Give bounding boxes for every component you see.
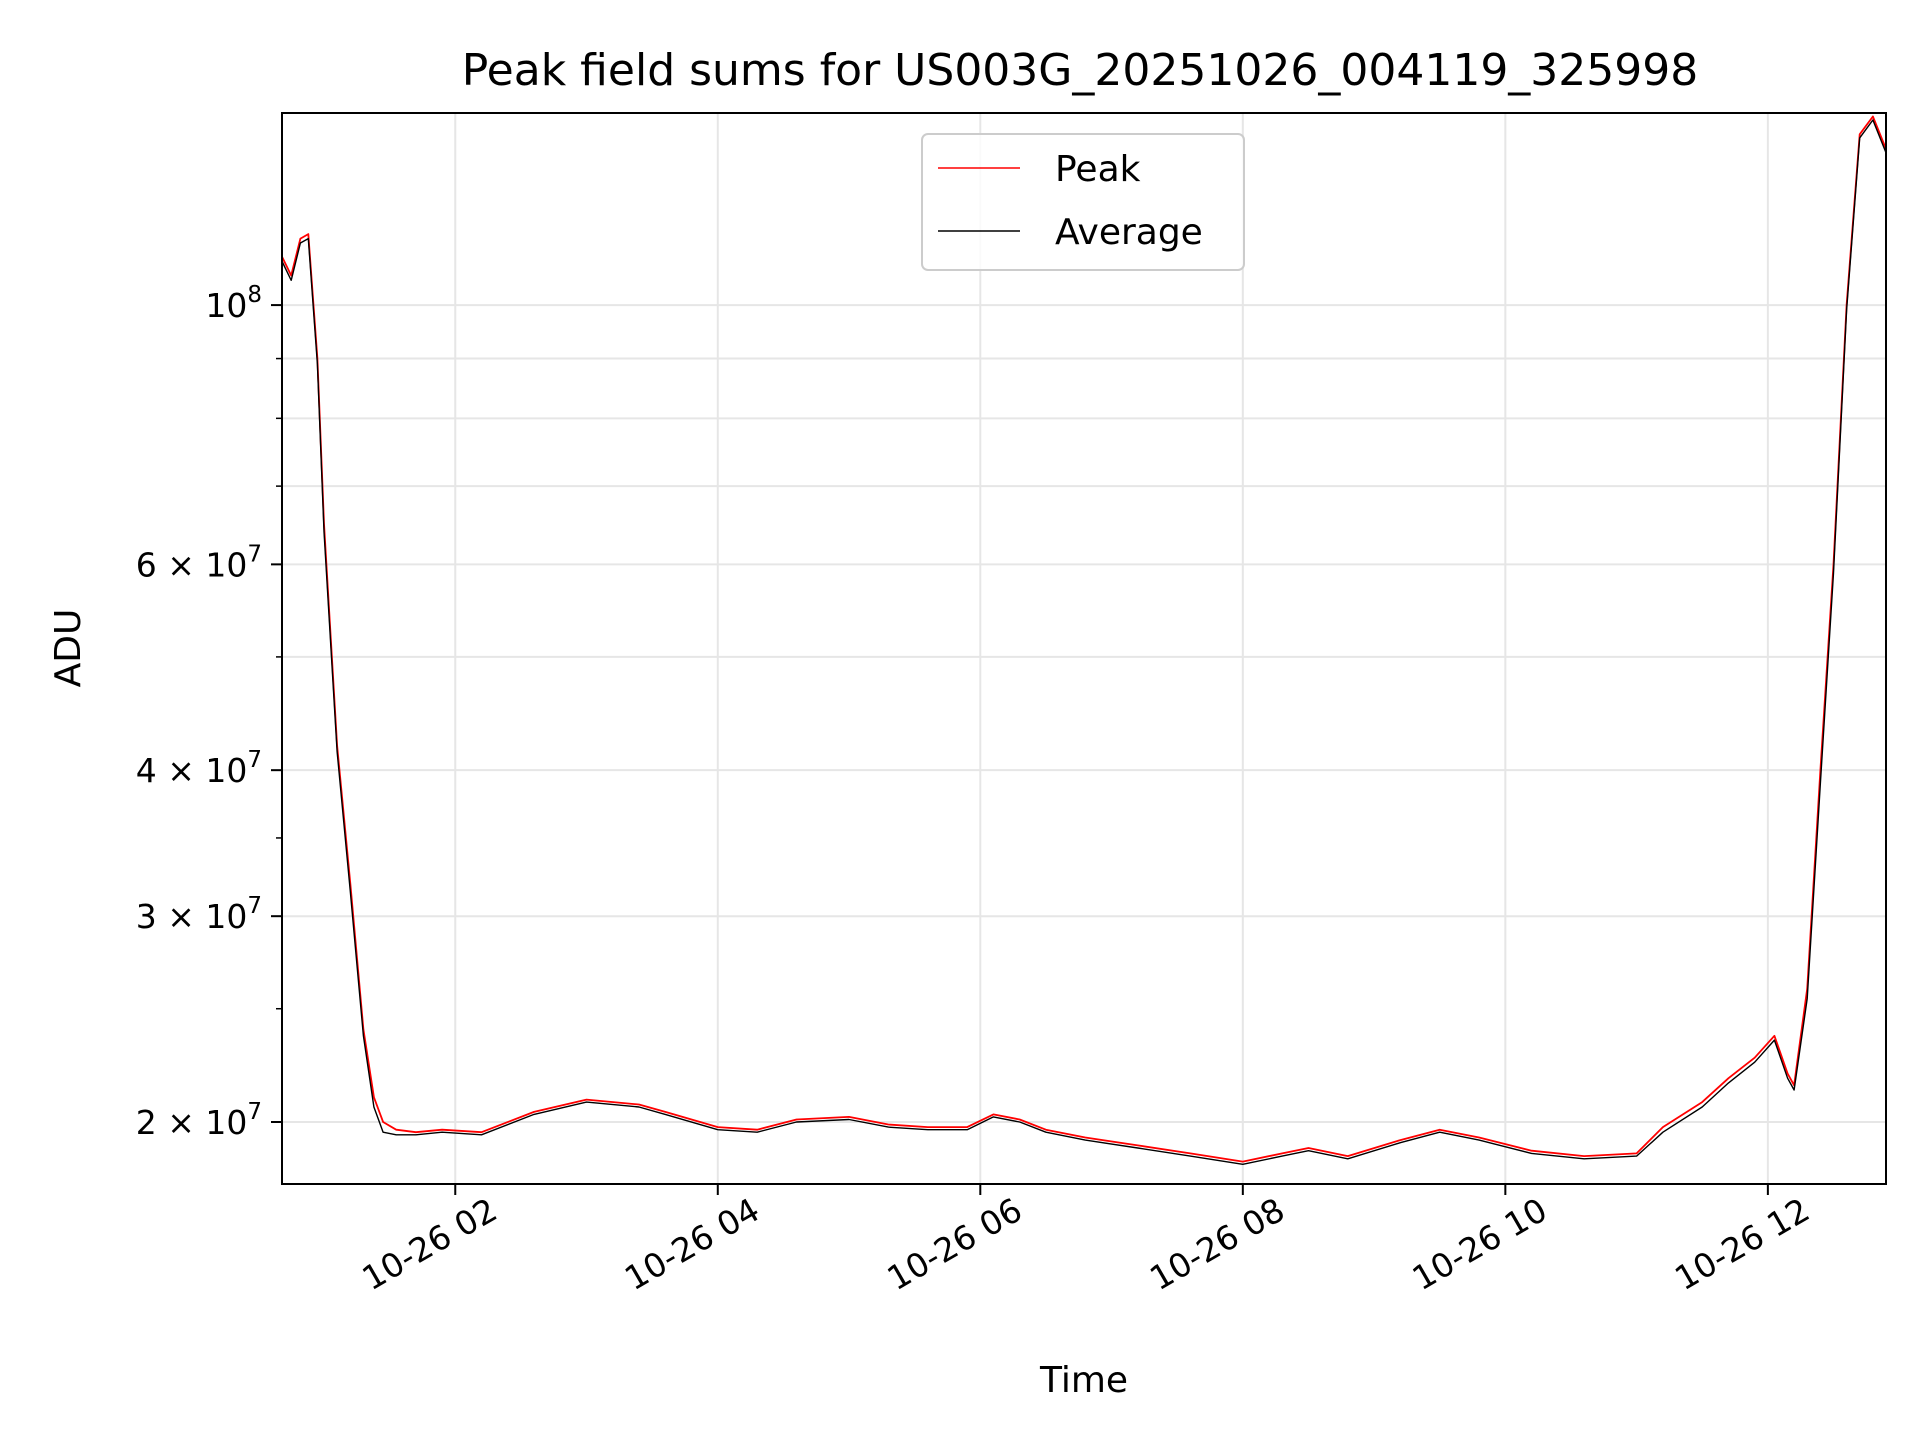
y-tick-label: 3 × 107 — [136, 893, 262, 936]
legend-label-average: Average — [1055, 212, 1203, 253]
series-line-average — [281, 119, 1887, 1165]
y-tick-label: 4 × 107 — [136, 747, 262, 790]
y-tick-label: 2 × 107 — [136, 1099, 262, 1142]
plot-area — [281, 115, 1887, 1165]
series-line-peak — [281, 115, 1887, 1163]
y-axis: 2 × 107 3 × 107 4 × 107 6 × 107 108 — [136, 282, 282, 1142]
chart-title: Peak field sums for US003G_20251026_0041… — [462, 45, 1699, 96]
y-axis-label: ADU — [48, 609, 89, 688]
y-tick-label: 6 × 107 — [136, 541, 262, 584]
grid — [282, 113, 1886, 1184]
legend: Peak Average — [921, 133, 1245, 271]
legend-label-peak: Peak — [1055, 149, 1141, 190]
axes-frame — [281, 112, 1887, 1185]
x-axis-label: Time — [1039, 1360, 1128, 1401]
y-tick-label: 108 — [205, 282, 262, 325]
